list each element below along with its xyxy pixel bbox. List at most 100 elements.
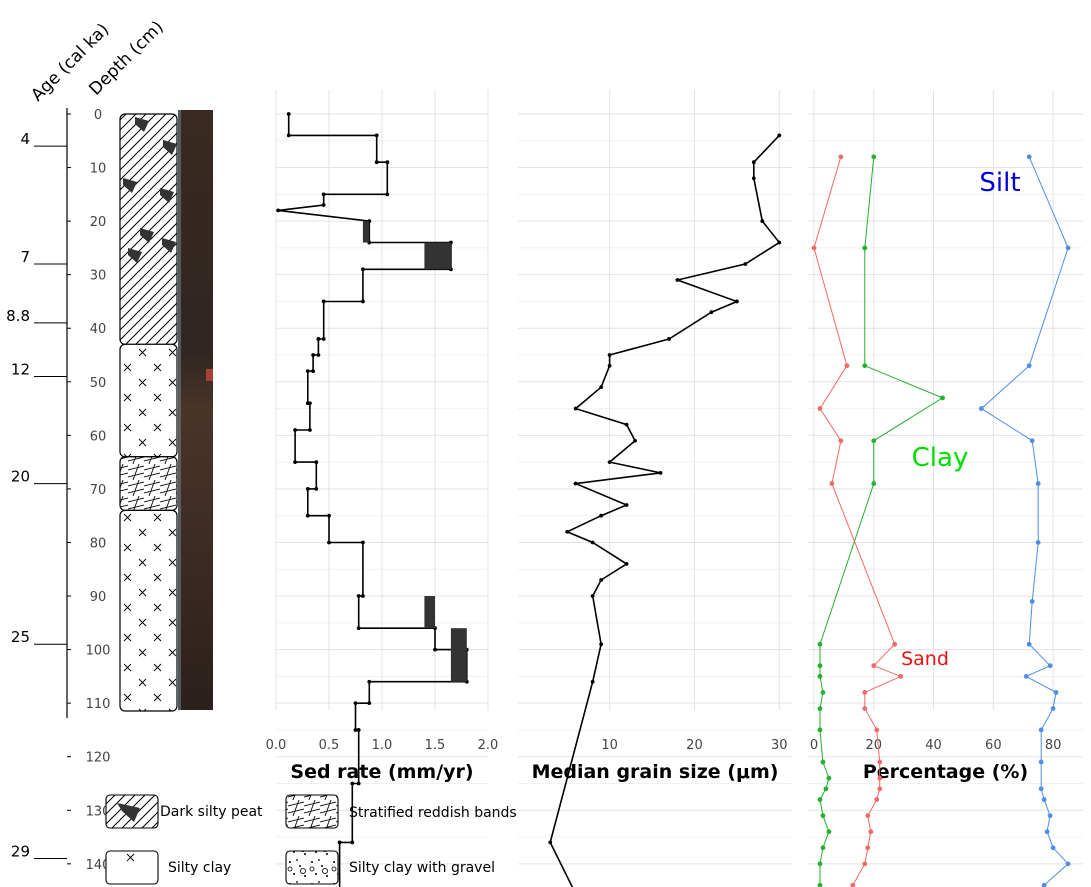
age-label: 7 [20, 248, 30, 266]
data-point [743, 262, 748, 266]
legend-item-gravel: Silty clay with gravel [285, 850, 495, 885]
x-tick-label: 1.5 [425, 738, 446, 753]
data-point [817, 641, 823, 647]
data-point [1029, 598, 1035, 604]
data-point [353, 701, 358, 706]
data-point [361, 540, 365, 545]
data-point [308, 428, 312, 432]
data-point [361, 267, 365, 272]
data-point [817, 861, 823, 867]
data-point [1026, 363, 1032, 369]
x-tick-label: 80 [1045, 738, 1062, 753]
peat-fragment [163, 140, 177, 155]
data-point [892, 641, 898, 647]
lithology-unit [119, 456, 178, 511]
data-point [877, 786, 883, 792]
data-point [826, 829, 832, 835]
age-label: 4 [20, 130, 30, 148]
data-point [607, 363, 612, 368]
legend-label-bands: Stratified reddish bands [349, 805, 517, 821]
data-point [865, 813, 871, 819]
data-point [327, 513, 331, 518]
data-point [590, 679, 595, 684]
data-point [1050, 845, 1056, 851]
data-point [820, 813, 826, 819]
data-point [1053, 690, 1059, 695]
data-point [658, 470, 663, 475]
data-point [599, 513, 604, 518]
peat-fragment [135, 117, 149, 132]
data-point [734, 299, 739, 304]
data-point [871, 663, 877, 669]
data-point [1065, 245, 1071, 251]
sed-rate-band [424, 242, 451, 270]
data-point [590, 540, 595, 545]
data-point [624, 562, 629, 566]
sed-rate-band [424, 596, 435, 629]
data-point [624, 422, 629, 427]
sed-rate-band [362, 221, 370, 243]
data-point [305, 369, 310, 373]
data-point [829, 481, 835, 486]
lithology-unit [119, 343, 178, 458]
data-point [862, 861, 868, 867]
x-axis-label: Median grain size (μm) [532, 761, 779, 783]
data-point [356, 626, 361, 631]
data-point [433, 647, 437, 652]
data-point [599, 642, 604, 647]
data-point [817, 663, 823, 669]
depth-tick-label: 130 [86, 804, 111, 819]
peat-fragment [162, 238, 176, 253]
depth-tick-label: 60 [90, 429, 107, 444]
data-point [293, 460, 297, 465]
data-point [751, 176, 756, 181]
series-label-sand: Sand [901, 648, 949, 670]
data-point [316, 337, 321, 341]
legend-item-bands: Stratified reddish bands [285, 794, 517, 829]
sed-rate-panel: 0.0 0.5 1.0 1.5 2.0 Sed rate (mm/yr) [266, 90, 498, 887]
peat-fragment [128, 248, 142, 263]
data-point [286, 112, 291, 116]
legend-label-clay: Silty clay [168, 860, 231, 876]
legend-item-clay: Silty clay [105, 850, 231, 885]
data-point [817, 673, 823, 679]
age-labels: 478.8122025293132 [6, 130, 67, 860]
data-point [321, 192, 326, 197]
x-tick-label: 10 [601, 738, 618, 753]
depth-tick-label: 110 [86, 697, 111, 712]
data-point [565, 529, 570, 534]
data-point [385, 160, 390, 165]
data-point [862, 363, 868, 369]
data-point [293, 428, 297, 432]
x-tick-label: 30 [771, 738, 788, 753]
data-point [777, 240, 782, 245]
depth-tick-label: 100 [86, 644, 111, 659]
data-point [314, 487, 319, 491]
data-point [350, 840, 355, 845]
x-tick-label: 0 [810, 738, 818, 753]
grain-size-panel: 10 20 30 Median grain size (μm) [518, 90, 792, 887]
legend-label-peat: Dark silty peat [160, 804, 263, 820]
data-point [1050, 706, 1056, 711]
data-point [573, 406, 578, 411]
peat-fragment [140, 228, 154, 243]
data-point [844, 363, 850, 369]
data-point [361, 299, 365, 304]
depth-tick-label: 120 [86, 751, 111, 766]
x-axis-label: Percentage (%) [863, 761, 1028, 783]
depth-tick-label: 140 [86, 858, 111, 873]
data-point [1035, 481, 1041, 486]
data-point [308, 401, 312, 406]
data-point [709, 310, 714, 315]
data-point [675, 278, 680, 282]
data-point [877, 759, 883, 765]
data-point [599, 385, 604, 390]
sed-rate-band [450, 628, 467, 682]
data-point [874, 727, 880, 733]
data-point [871, 438, 877, 444]
data-point [1026, 641, 1032, 647]
data-point [607, 460, 612, 465]
x-axis-label: Sed rate (mm/yr) [290, 761, 473, 783]
data-point [1035, 540, 1041, 545]
data-point [1047, 813, 1053, 819]
